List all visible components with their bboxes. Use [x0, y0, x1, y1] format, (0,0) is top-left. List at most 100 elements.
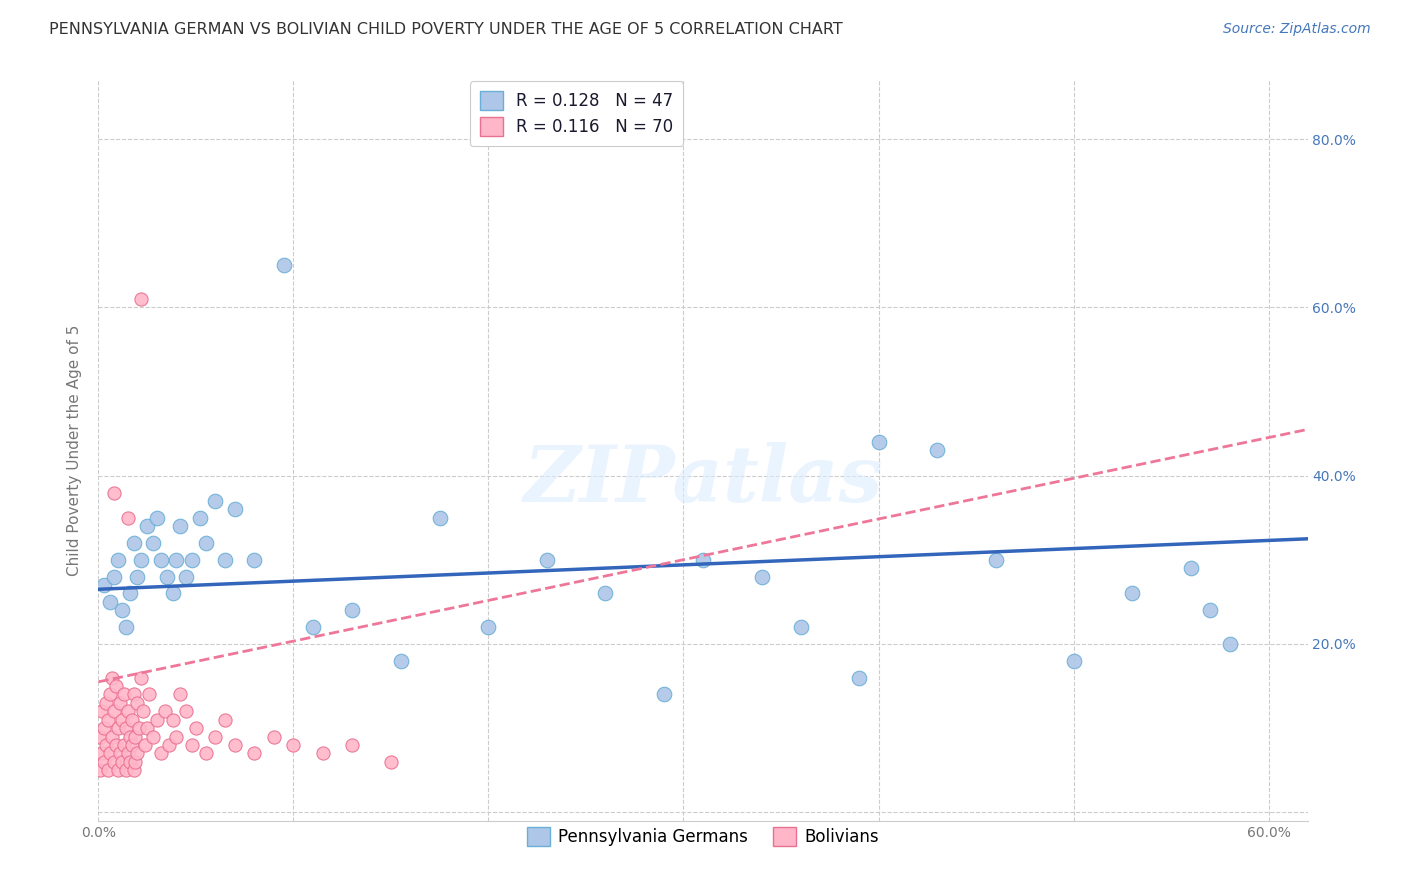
Point [848, 671, 870, 685]
Point [118, 755, 141, 769]
Point [114, 721, 136, 735]
Point [101, 671, 124, 685]
Point [111, 755, 134, 769]
Point [114, 620, 136, 634]
Point [98, 688, 121, 702]
Point [93, 721, 115, 735]
Point [162, 713, 184, 727]
Point [1180, 561, 1202, 575]
Point [477, 620, 499, 634]
Point [1199, 603, 1222, 617]
Point [104, 738, 127, 752]
Point [121, 738, 143, 752]
Point [162, 586, 184, 600]
Point [118, 586, 141, 600]
Point [868, 435, 890, 450]
Point [93, 755, 115, 769]
Point [96, 738, 118, 752]
Point [146, 510, 169, 524]
Text: PENNSYLVANIA GERMAN VS BOLIVIAN CHILD POVERTY UNDER THE AGE OF 5 CORRELATION CHA: PENNSYLVANIA GERMAN VS BOLIVIAN CHILD PO… [49, 22, 844, 37]
Point [108, 696, 131, 710]
Point [312, 747, 335, 761]
Point [181, 738, 204, 752]
Point [1219, 637, 1241, 651]
Point [751, 569, 773, 583]
Point [273, 259, 295, 273]
Point [181, 553, 204, 567]
Point [157, 738, 180, 752]
Point [136, 519, 159, 533]
Point [142, 536, 165, 550]
Point [340, 738, 363, 752]
Point [380, 755, 402, 769]
Point [107, 553, 129, 567]
Point [536, 553, 558, 567]
Point [127, 569, 149, 583]
Point [984, 553, 1007, 567]
Point [153, 704, 176, 718]
Point [121, 713, 143, 727]
Point [124, 730, 146, 744]
Point [429, 510, 451, 524]
Point [136, 721, 159, 735]
Point [91, 704, 114, 718]
Point [98, 747, 121, 761]
Point [142, 730, 165, 744]
Point [146, 713, 169, 727]
Point [340, 603, 363, 617]
Point [1063, 654, 1085, 668]
Point [132, 704, 155, 718]
Point [91, 747, 114, 761]
Point [925, 443, 948, 458]
Point [89, 763, 111, 777]
Point [108, 747, 131, 761]
Point [243, 553, 266, 567]
Point [169, 519, 191, 533]
Point [107, 721, 129, 735]
Point [89, 730, 111, 744]
Point [169, 688, 191, 702]
Point [103, 704, 125, 718]
Point [117, 704, 139, 718]
Point [224, 502, 246, 516]
Point [117, 747, 139, 761]
Point [174, 704, 197, 718]
Point [131, 292, 153, 306]
Point [103, 485, 125, 500]
Point [1121, 586, 1143, 600]
Point [98, 595, 121, 609]
Point [103, 569, 125, 583]
Point [103, 755, 125, 769]
Point [138, 688, 160, 702]
Point [131, 553, 153, 567]
Point [214, 553, 236, 567]
Point [128, 721, 150, 735]
Y-axis label: Child Poverty Under the Age of 5: Child Poverty Under the Age of 5 [66, 325, 82, 576]
Point [194, 747, 217, 761]
Point [149, 747, 172, 761]
Point [283, 738, 305, 752]
Point [149, 553, 172, 567]
Point [302, 620, 325, 634]
Point [184, 721, 207, 735]
Point [127, 696, 149, 710]
Point [204, 494, 226, 508]
Point [204, 730, 226, 744]
Point [122, 763, 145, 777]
Point [101, 730, 124, 744]
Point [112, 738, 135, 752]
Point [174, 569, 197, 583]
Point [224, 738, 246, 752]
Point [117, 510, 139, 524]
Point [263, 730, 285, 744]
Point [96, 696, 118, 710]
Point [165, 730, 187, 744]
Point [165, 553, 187, 567]
Point [124, 755, 146, 769]
Point [97, 713, 120, 727]
Point [122, 536, 145, 550]
Point [389, 654, 412, 668]
Point [131, 671, 153, 685]
Point [188, 510, 211, 524]
Point [214, 713, 236, 727]
